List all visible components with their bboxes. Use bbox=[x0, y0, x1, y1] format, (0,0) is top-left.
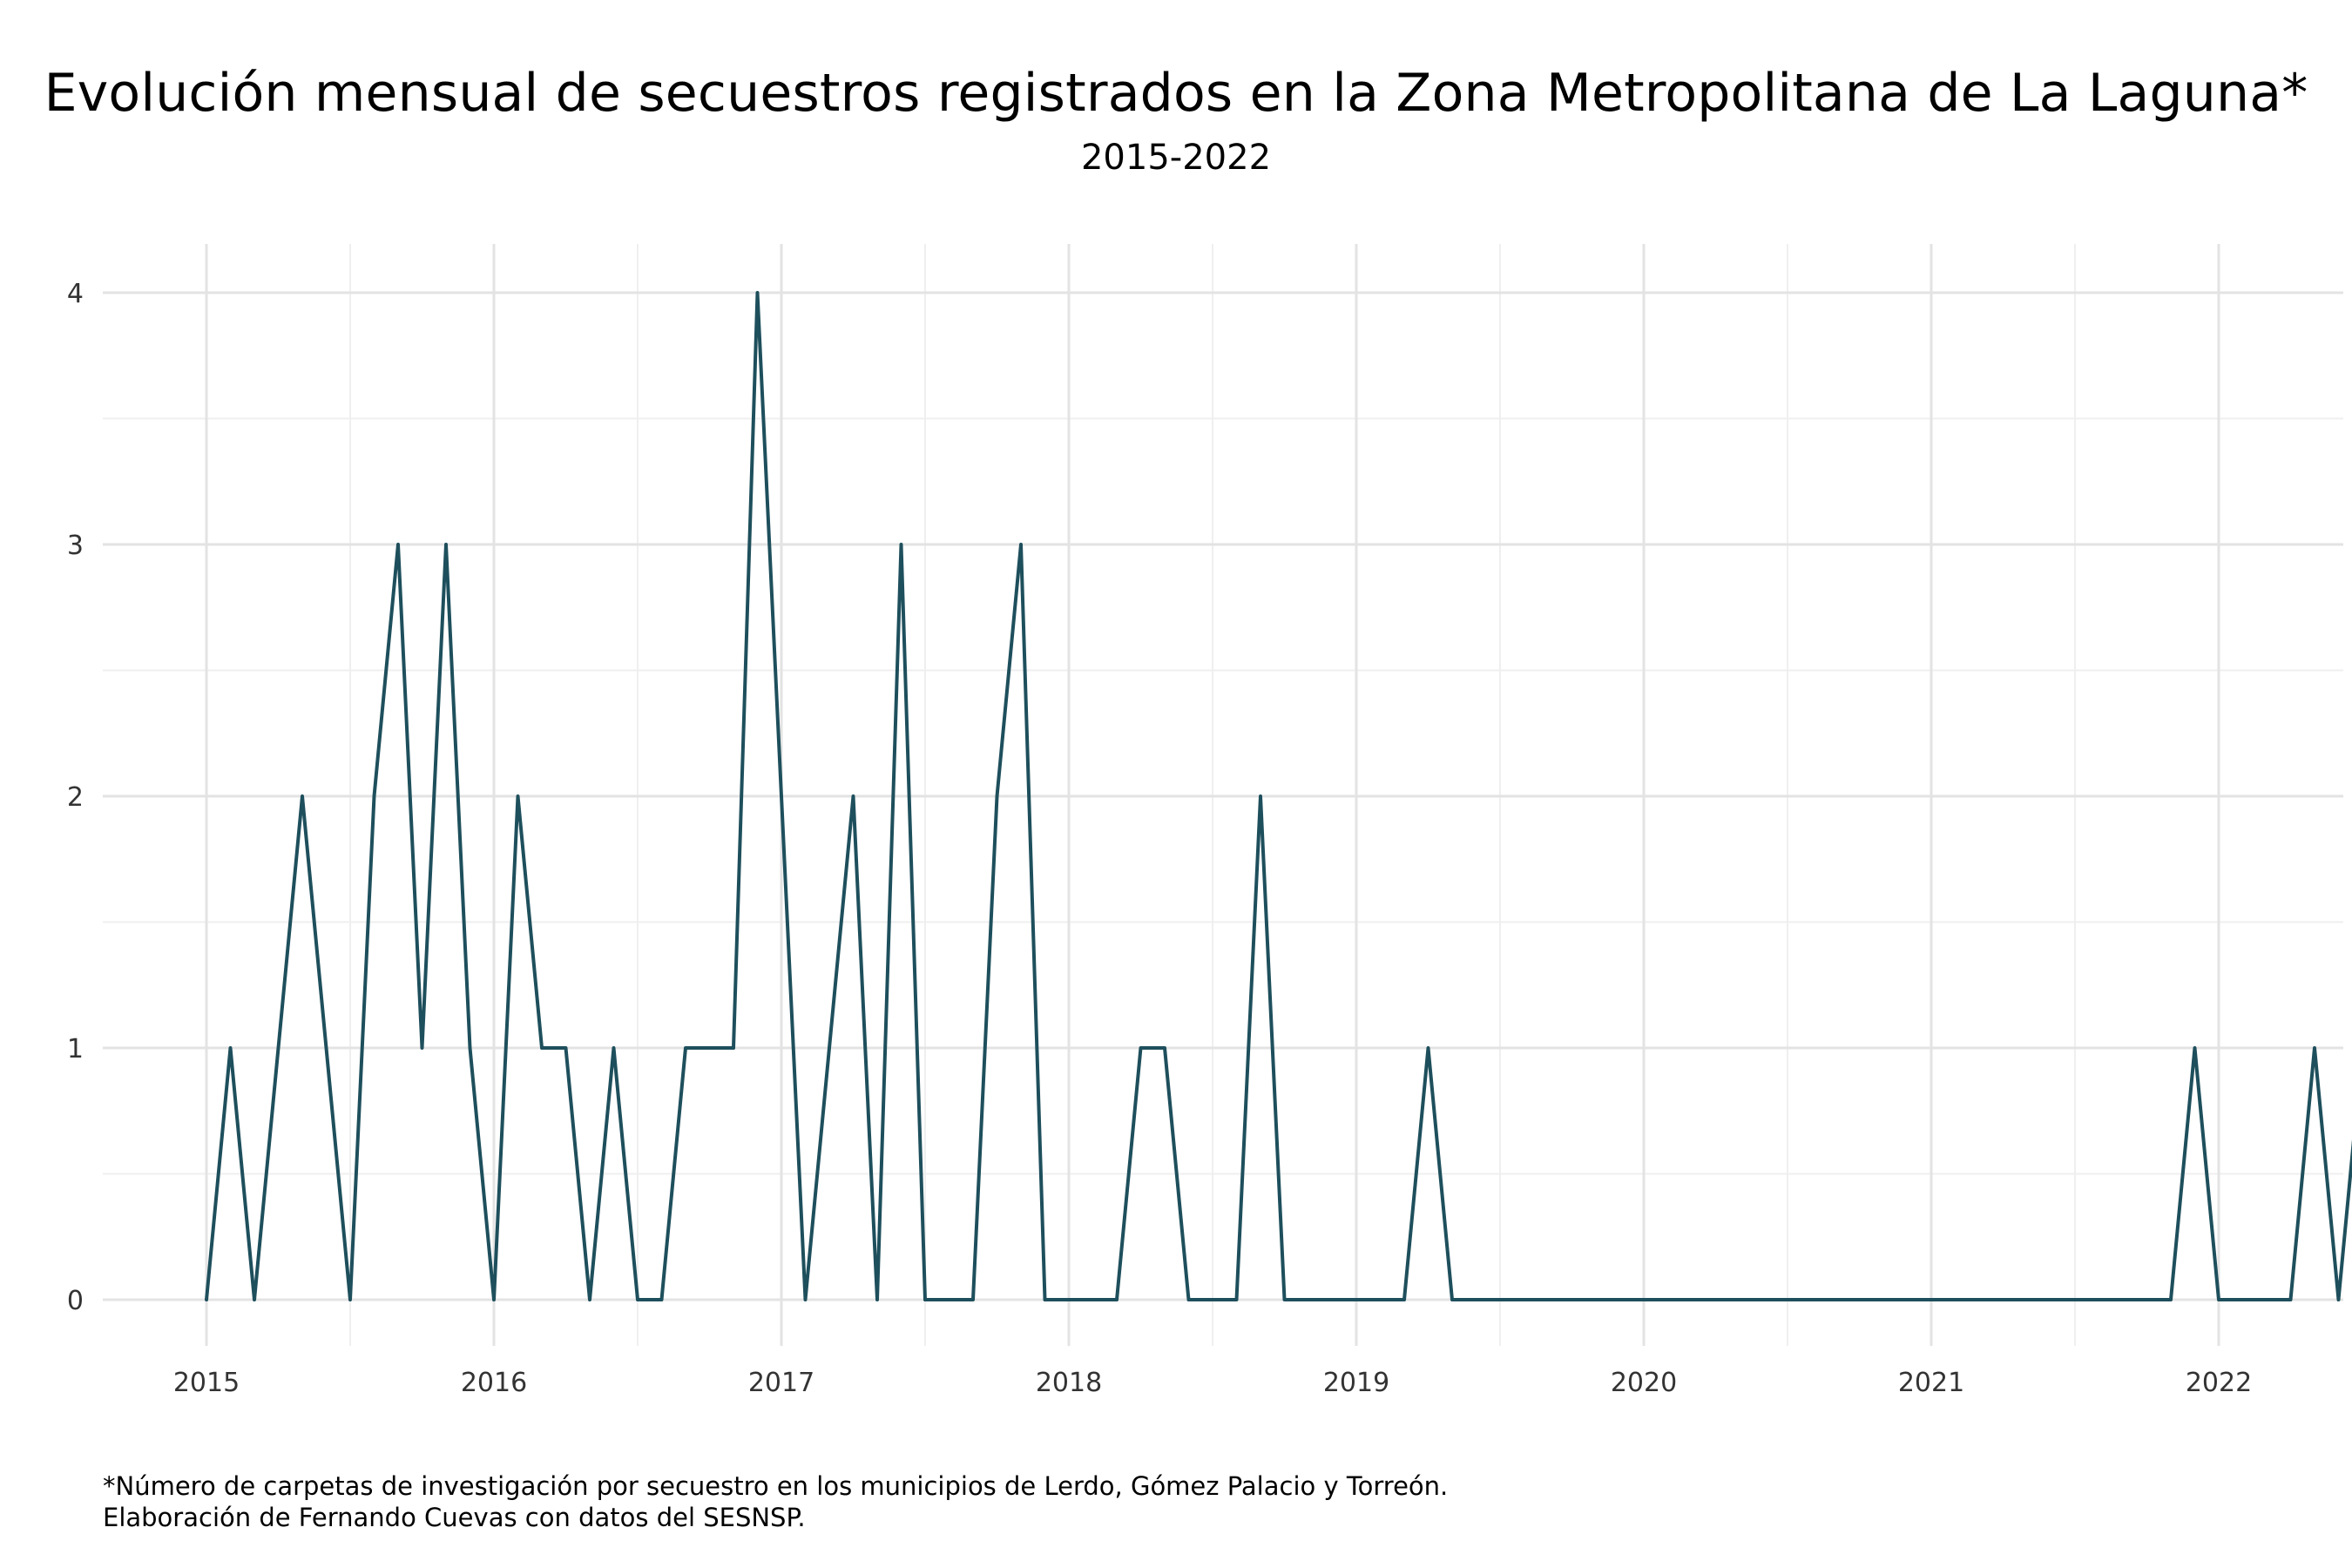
caption-note: *Número de carpetas de investigación por… bbox=[103, 1471, 1449, 1501]
y-tick-label: 0 bbox=[67, 1286, 84, 1316]
y-tick-label: 3 bbox=[67, 531, 84, 561]
y-axis-ticks: 0 1 2 3 4 bbox=[67, 279, 84, 1316]
x-tick-label: 2017 bbox=[748, 1368, 814, 1398]
x-axis-ticks: 2015 2016 2017 2018 2019 2020 2021 2022 bbox=[173, 1368, 2252, 1398]
chart-title: Evolución mensual de secuestros registra… bbox=[44, 63, 2308, 124]
series-line bbox=[205, 291, 2352, 1301]
x-tick-label: 2015 bbox=[173, 1368, 240, 1398]
series-layer bbox=[205, 291, 2352, 1301]
x-tick-label: 2020 bbox=[1611, 1368, 1677, 1398]
y-tick-label: 1 bbox=[67, 1034, 84, 1064]
y-tick-label: 2 bbox=[67, 782, 84, 813]
major-gridlines bbox=[103, 244, 2343, 1346]
y-tick-label: 4 bbox=[67, 279, 84, 309]
caption-source: Elaboración de Fernando Cuevas con datos… bbox=[103, 1503, 806, 1532]
x-tick-label: 2022 bbox=[2186, 1368, 2252, 1398]
x-tick-label: 2021 bbox=[1898, 1368, 1964, 1398]
x-tick-label: 2016 bbox=[461, 1368, 527, 1398]
chart-caption: *Número de carpetas de investigación por… bbox=[103, 1470, 1448, 1533]
chart-subtitle: 2015-2022 bbox=[1080, 138, 1272, 178]
x-tick-label: 2018 bbox=[1036, 1368, 1102, 1398]
x-tick-label: 2019 bbox=[1323, 1368, 1389, 1398]
